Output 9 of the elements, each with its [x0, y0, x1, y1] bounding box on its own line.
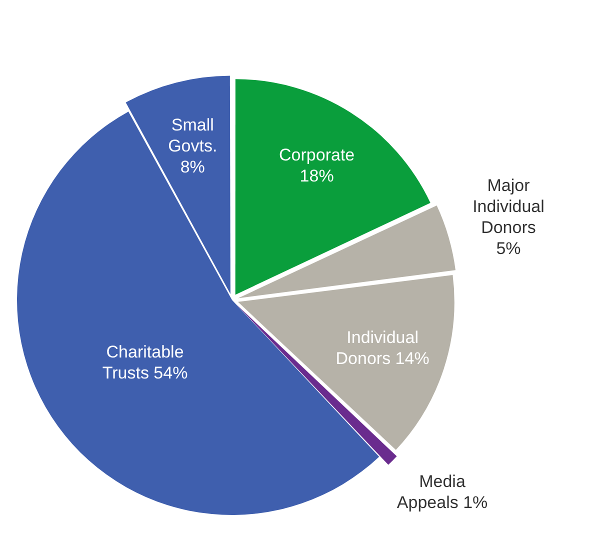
slice-label: Small Govts.	[168, 115, 218, 156]
slice-label: Major Individual Donors	[472, 176, 544, 238]
slice-label: Corporate	[279, 146, 355, 165]
category-label: Individual Donors 14%	[336, 328, 430, 368]
slice-label: Media Appeals 1%	[396, 472, 488, 512]
data-label: 8%	[180, 157, 205, 176]
data-label: 18%	[300, 166, 334, 186]
data-label: 5%	[496, 239, 521, 258]
slice-label: Charitable Trusts 54%	[102, 342, 188, 382]
